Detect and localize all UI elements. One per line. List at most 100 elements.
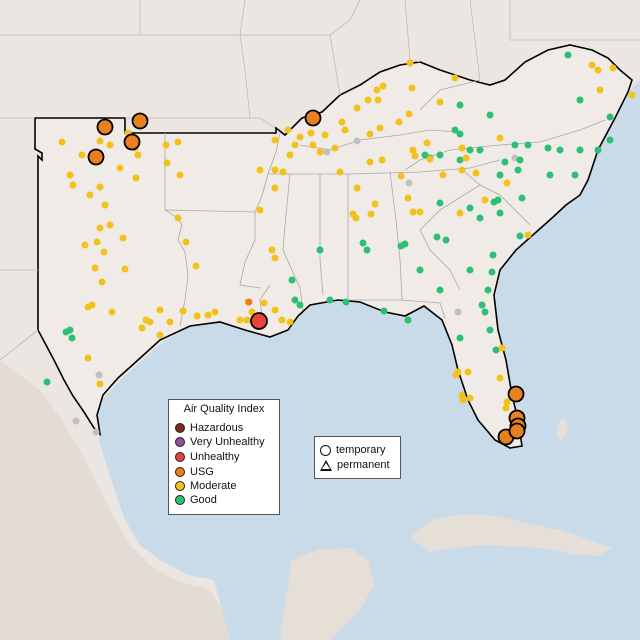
moderate-monitor[interactable]: [439, 171, 447, 179]
moderate-monitor[interactable]: [459, 396, 467, 404]
moderate-monitor[interactable]: [411, 152, 419, 160]
moderate-monitor[interactable]: [116, 164, 124, 172]
moderate-monitor[interactable]: [211, 308, 219, 316]
moderate-monitor[interactable]: [86, 191, 94, 199]
good-monitor[interactable]: [456, 334, 464, 342]
moderate-monitor[interactable]: [406, 59, 414, 67]
inactive-monitor[interactable]: [353, 137, 361, 145]
good-monitor[interactable]: [316, 246, 324, 254]
moderate-monitor[interactable]: [353, 104, 361, 112]
moderate-monitor[interactable]: [121, 265, 129, 273]
moderate-monitor[interactable]: [462, 154, 470, 162]
good-monitor[interactable]: [326, 296, 334, 304]
moderate-monitor[interactable]: [278, 316, 286, 324]
moderate-monitor[interactable]: [451, 74, 459, 82]
moderate-monitor[interactable]: [84, 354, 92, 362]
moderate-monitor[interactable]: [96, 224, 104, 232]
good-monitor[interactable]: [486, 111, 494, 119]
good-monitor[interactable]: [456, 156, 464, 164]
moderate-monitor[interactable]: [423, 139, 431, 147]
good-monitor[interactable]: [488, 268, 496, 276]
moderate-monitor[interactable]: [609, 64, 617, 72]
moderate-monitor[interactable]: [78, 151, 86, 159]
moderate-monitor[interactable]: [321, 131, 329, 139]
usg-monitor[interactable]: [508, 422, 526, 440]
moderate-monitor[interactable]: [248, 308, 256, 316]
good-monitor[interactable]: [380, 307, 388, 315]
good-monitor[interactable]: [546, 171, 554, 179]
good-monitor[interactable]: [606, 113, 614, 121]
moderate-monitor[interactable]: [496, 374, 504, 382]
moderate-monitor[interactable]: [138, 324, 146, 332]
moderate-monitor[interactable]: [146, 318, 154, 326]
moderate-monitor[interactable]: [405, 110, 413, 118]
moderate-monitor[interactable]: [81, 241, 89, 249]
moderate-monitor[interactable]: [409, 208, 417, 216]
moderate-monitor[interactable]: [364, 96, 372, 104]
moderate-monitor[interactable]: [108, 308, 116, 316]
good-monitor[interactable]: [501, 158, 509, 166]
moderate-monitor[interactable]: [436, 98, 444, 106]
moderate-monitor[interactable]: [502, 404, 510, 412]
moderate-monitor[interactable]: [316, 148, 324, 156]
moderate-monitor[interactable]: [271, 306, 279, 314]
moderate-monitor[interactable]: [496, 134, 504, 142]
moderate-monitor[interactable]: [96, 183, 104, 191]
moderate-monitor[interactable]: [260, 299, 268, 307]
moderate-monitor[interactable]: [352, 214, 360, 222]
moderate-monitor[interactable]: [98, 278, 106, 286]
good-monitor[interactable]: [433, 233, 441, 241]
inactive-monitor[interactable]: [454, 308, 462, 316]
moderate-monitor[interactable]: [166, 318, 174, 326]
good-monitor[interactable]: [556, 146, 564, 154]
moderate-monitor[interactable]: [374, 96, 382, 104]
good-monitor[interactable]: [436, 151, 444, 159]
good-monitor[interactable]: [516, 156, 524, 164]
good-monitor[interactable]: [62, 328, 70, 336]
moderate-monitor[interactable]: [378, 156, 386, 164]
moderate-monitor[interactable]: [132, 174, 140, 182]
good-monitor[interactable]: [291, 296, 299, 304]
good-monitor[interactable]: [342, 298, 350, 306]
usg-monitor[interactable]: [87, 148, 105, 166]
moderate-monitor[interactable]: [256, 166, 264, 174]
unhealthy-monitor[interactable]: [250, 312, 268, 330]
moderate-monitor[interactable]: [594, 66, 602, 74]
moderate-monitor[interactable]: [156, 306, 164, 314]
good-monitor[interactable]: [288, 276, 296, 284]
moderate-monitor[interactable]: [156, 331, 164, 339]
good-monitor[interactable]: [571, 171, 579, 179]
moderate-monitor[interactable]: [371, 200, 379, 208]
moderate-monitor[interactable]: [88, 301, 96, 309]
good-monitor[interactable]: [401, 240, 409, 248]
inactive-monitor[interactable]: [323, 148, 331, 156]
moderate-monitor[interactable]: [503, 398, 511, 406]
good-monitor[interactable]: [486, 326, 494, 334]
inactive-monitor[interactable]: [405, 179, 413, 187]
moderate-monitor[interactable]: [416, 208, 424, 216]
moderate-monitor[interactable]: [373, 86, 381, 94]
moderate-monitor[interactable]: [174, 214, 182, 222]
good-monitor[interactable]: [456, 130, 464, 138]
usg-monitor[interactable]: [507, 385, 525, 403]
moderate-monitor[interactable]: [96, 137, 104, 145]
good-monitor[interactable]: [466, 146, 474, 154]
moderate-monitor[interactable]: [376, 124, 384, 132]
moderate-monitor[interactable]: [256, 206, 264, 214]
moderate-monitor[interactable]: [268, 246, 276, 254]
moderate-monitor[interactable]: [331, 144, 339, 152]
good-monitor[interactable]: [518, 194, 526, 202]
moderate-monitor[interactable]: [174, 138, 182, 146]
good-monitor[interactable]: [404, 316, 412, 324]
moderate-monitor[interactable]: [309, 141, 317, 149]
moderate-monitor[interactable]: [338, 118, 346, 126]
moderate-monitor[interactable]: [193, 312, 201, 320]
moderate-monitor[interactable]: [58, 138, 66, 146]
moderate-monitor[interactable]: [271, 184, 279, 192]
moderate-monitor[interactable]: [456, 209, 464, 217]
inactive-monitor[interactable]: [92, 428, 100, 436]
moderate-monitor[interactable]: [243, 316, 251, 324]
good-monitor[interactable]: [484, 286, 492, 294]
moderate-monitor[interactable]: [192, 262, 200, 270]
moderate-monitor[interactable]: [119, 234, 127, 242]
